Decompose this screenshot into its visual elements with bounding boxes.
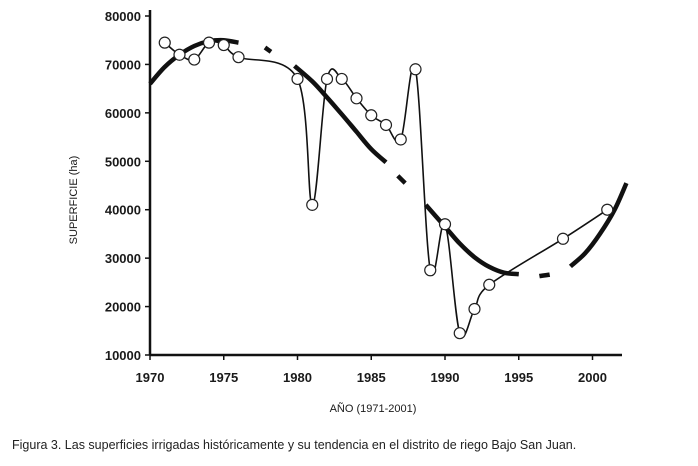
x-tick-label: 2000 [578, 370, 607, 385]
data-point [202, 36, 216, 49]
y-tick-label: 10000 [105, 348, 141, 363]
data-point [350, 92, 363, 105]
data-point [409, 63, 422, 76]
x-tick-label: 1980 [283, 370, 312, 385]
trend-segment [539, 272, 551, 279]
data-point [453, 327, 466, 340]
data-point [173, 48, 186, 61]
data-point [335, 72, 348, 86]
data-point [601, 203, 614, 216]
data-point [556, 232, 570, 245]
data-point [232, 51, 245, 64]
data-point [365, 109, 378, 122]
data-point [158, 36, 171, 49]
data-point [306, 198, 319, 211]
data-point [438, 218, 452, 231]
x-tick-label: 1985 [357, 370, 386, 385]
x-axis-label: AÑO (1971-2001) [330, 402, 417, 415]
y-tick-label: 40000 [105, 203, 141, 218]
data-point [483, 278, 496, 291]
data-point [188, 53, 201, 66]
y-tick-label: 80000 [105, 9, 141, 24]
x-tick-label: 1970 [136, 370, 165, 385]
data-point [394, 133, 407, 146]
trend-segment [263, 45, 273, 54]
trend-line [148, 37, 629, 279]
y-tick-label: 70000 [105, 57, 141, 72]
data-point [424, 264, 437, 277]
data-point [291, 72, 304, 86]
figure-caption: Figura 3. Las superficies irrigadas hist… [12, 438, 577, 452]
data-point [217, 38, 230, 52]
trend-segment [568, 182, 629, 269]
trend-segment [396, 174, 407, 185]
y-tick-label: 60000 [105, 106, 141, 121]
x-tick-label: 1990 [431, 370, 460, 385]
data-point [379, 118, 393, 132]
y-tick-label: 20000 [105, 300, 141, 315]
observed-series [158, 36, 614, 340]
chart: 10000 20000 30000 40000 50000 60000 70000 80000… [68, 9, 629, 415]
y-axis-label: SUPERFICIE (ha) [68, 156, 80, 245]
y-tick-label: 50000 [105, 154, 141, 169]
y-tick-label: 30000 [105, 251, 141, 266]
x-tick-label: 1995 [504, 370, 533, 385]
data-point [320, 72, 334, 86]
data-point [468, 302, 481, 316]
x-tick-label: 1975 [209, 370, 238, 385]
observed-line [164, 40, 608, 338]
axes: 10000 20000 30000 40000 50000 60000 70000 80000… [105, 9, 622, 385]
trend-segment [293, 64, 388, 165]
